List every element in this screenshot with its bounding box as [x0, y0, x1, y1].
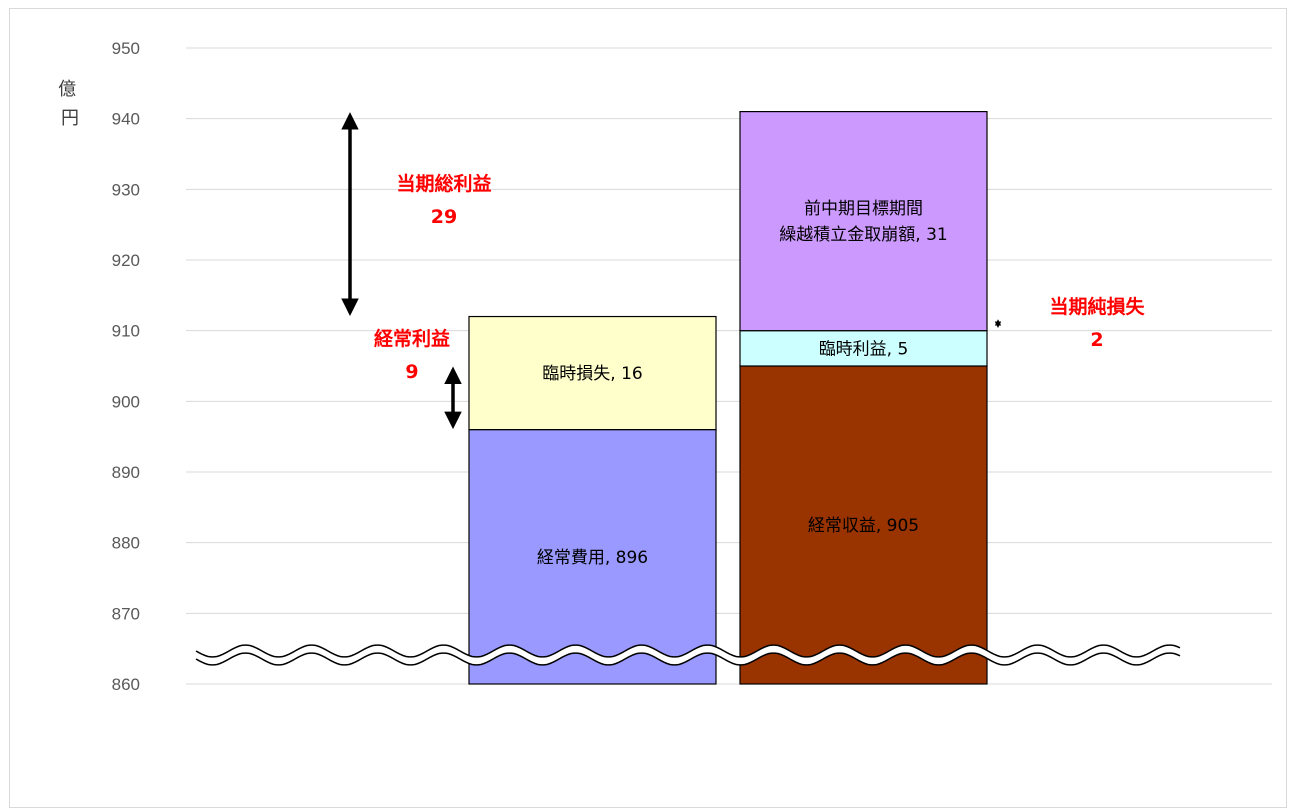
y-tick-label: 950 [112, 39, 140, 58]
y-tick-label: 890 [112, 463, 140, 482]
annotation-label: 当期純損失 2 [1049, 295, 1145, 351]
bar-segment [739, 330, 988, 367]
axis-break-line [195, 652, 1181, 666]
y-tick-label: 900 [112, 392, 140, 411]
y-tick-label: 940 [112, 110, 140, 129]
stacked-bar-chart: 860 870 880 890 900 910 920 930 940 950 億 円 経常費用,… [58, 39, 1272, 694]
bar-segment [739, 365, 988, 685]
bars: 経常費用, 896 臨時損失, 16 経常収益, 905 臨時利益, 5 前中期目標期間… [468, 110, 988, 685]
gridlines [186, 47, 1272, 685]
bar-segment-label: 経常費用, 896 [537, 548, 648, 568]
axis-break-wave [194, 644, 1182, 666]
bar-segment-label: 前中期目標期間繰越積立金取崩額, 31 [779, 199, 947, 245]
annotations: 当期総利益 29 経常利益 9 当期純損失 2 [341, 112, 1145, 430]
y-axis-unit-label: 億 円 [58, 79, 82, 129]
bar-segment-label: 経常収益, 905 [808, 516, 919, 536]
bar-segment-label: 臨時損失, 16 [542, 364, 642, 384]
annotation-label: 当期総利益 29 [396, 172, 491, 228]
annotation-label: 経常利益 9 [374, 327, 450, 383]
axis-break-line [195, 644, 1181, 658]
axis-break-band [194, 645, 1182, 665]
y-tick-label: 910 [112, 322, 140, 341]
y-axis-tick-labels: 860 870 880 890 900 910 920 930 940 950 [112, 39, 140, 694]
y-tick-label: 930 [112, 180, 140, 199]
bar-segment-label: 臨時利益, 5 [819, 339, 909, 359]
y-tick-label: 880 [112, 534, 140, 553]
y-tick-label: 870 [112, 604, 140, 623]
bar-segment [468, 429, 717, 685]
bar-segment [739, 110, 988, 332]
bar-stack: 経常費用, 896 臨時損失, 16 [468, 315, 717, 685]
y-tick-label: 920 [112, 251, 140, 270]
bar-stack: 経常収益, 905 臨時利益, 5 前中期目標期間繰越積立金取崩額, 31 [739, 110, 988, 685]
y-tick-label: 860 [112, 675, 140, 694]
bar-segment [468, 315, 717, 431]
